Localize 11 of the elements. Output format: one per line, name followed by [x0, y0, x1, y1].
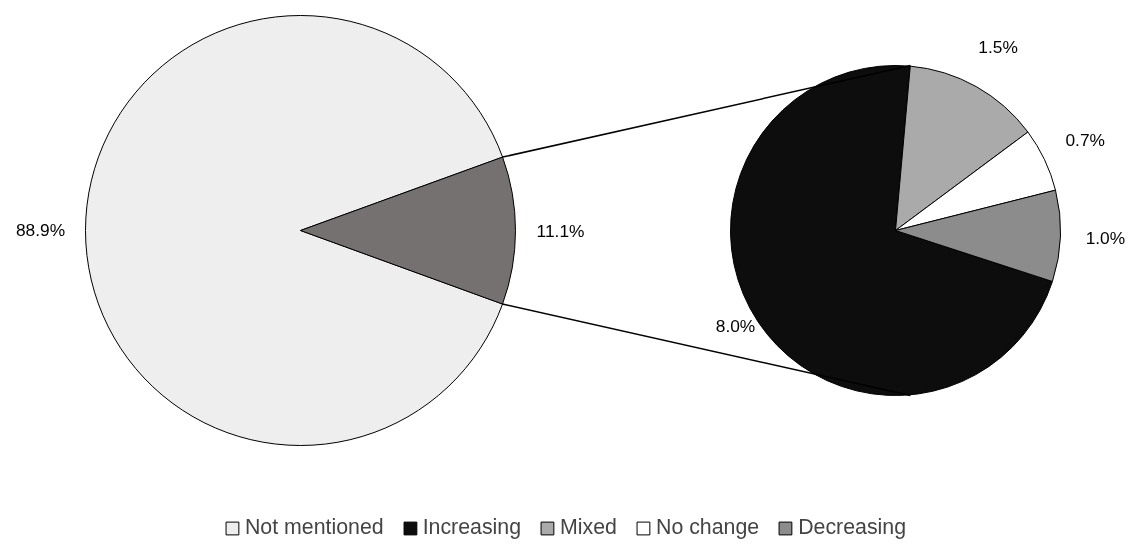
data-label: 0.7% [1065, 130, 1105, 151]
legend-label: Decreasing [798, 515, 907, 540]
data-label: 1.0% [1085, 227, 1126, 248]
data-label: 8.0% [715, 315, 756, 336]
legend-label: No change [655, 515, 760, 540]
data-label: 88.9% [15, 220, 66, 241]
data-label: 1.5% [978, 37, 1018, 58]
legend-label: Mixed [560, 515, 617, 540]
legend-label: Increasing [422, 515, 522, 540]
data-label: 11.1% [536, 220, 585, 241]
legend-label: Not mentioned [244, 515, 384, 540]
